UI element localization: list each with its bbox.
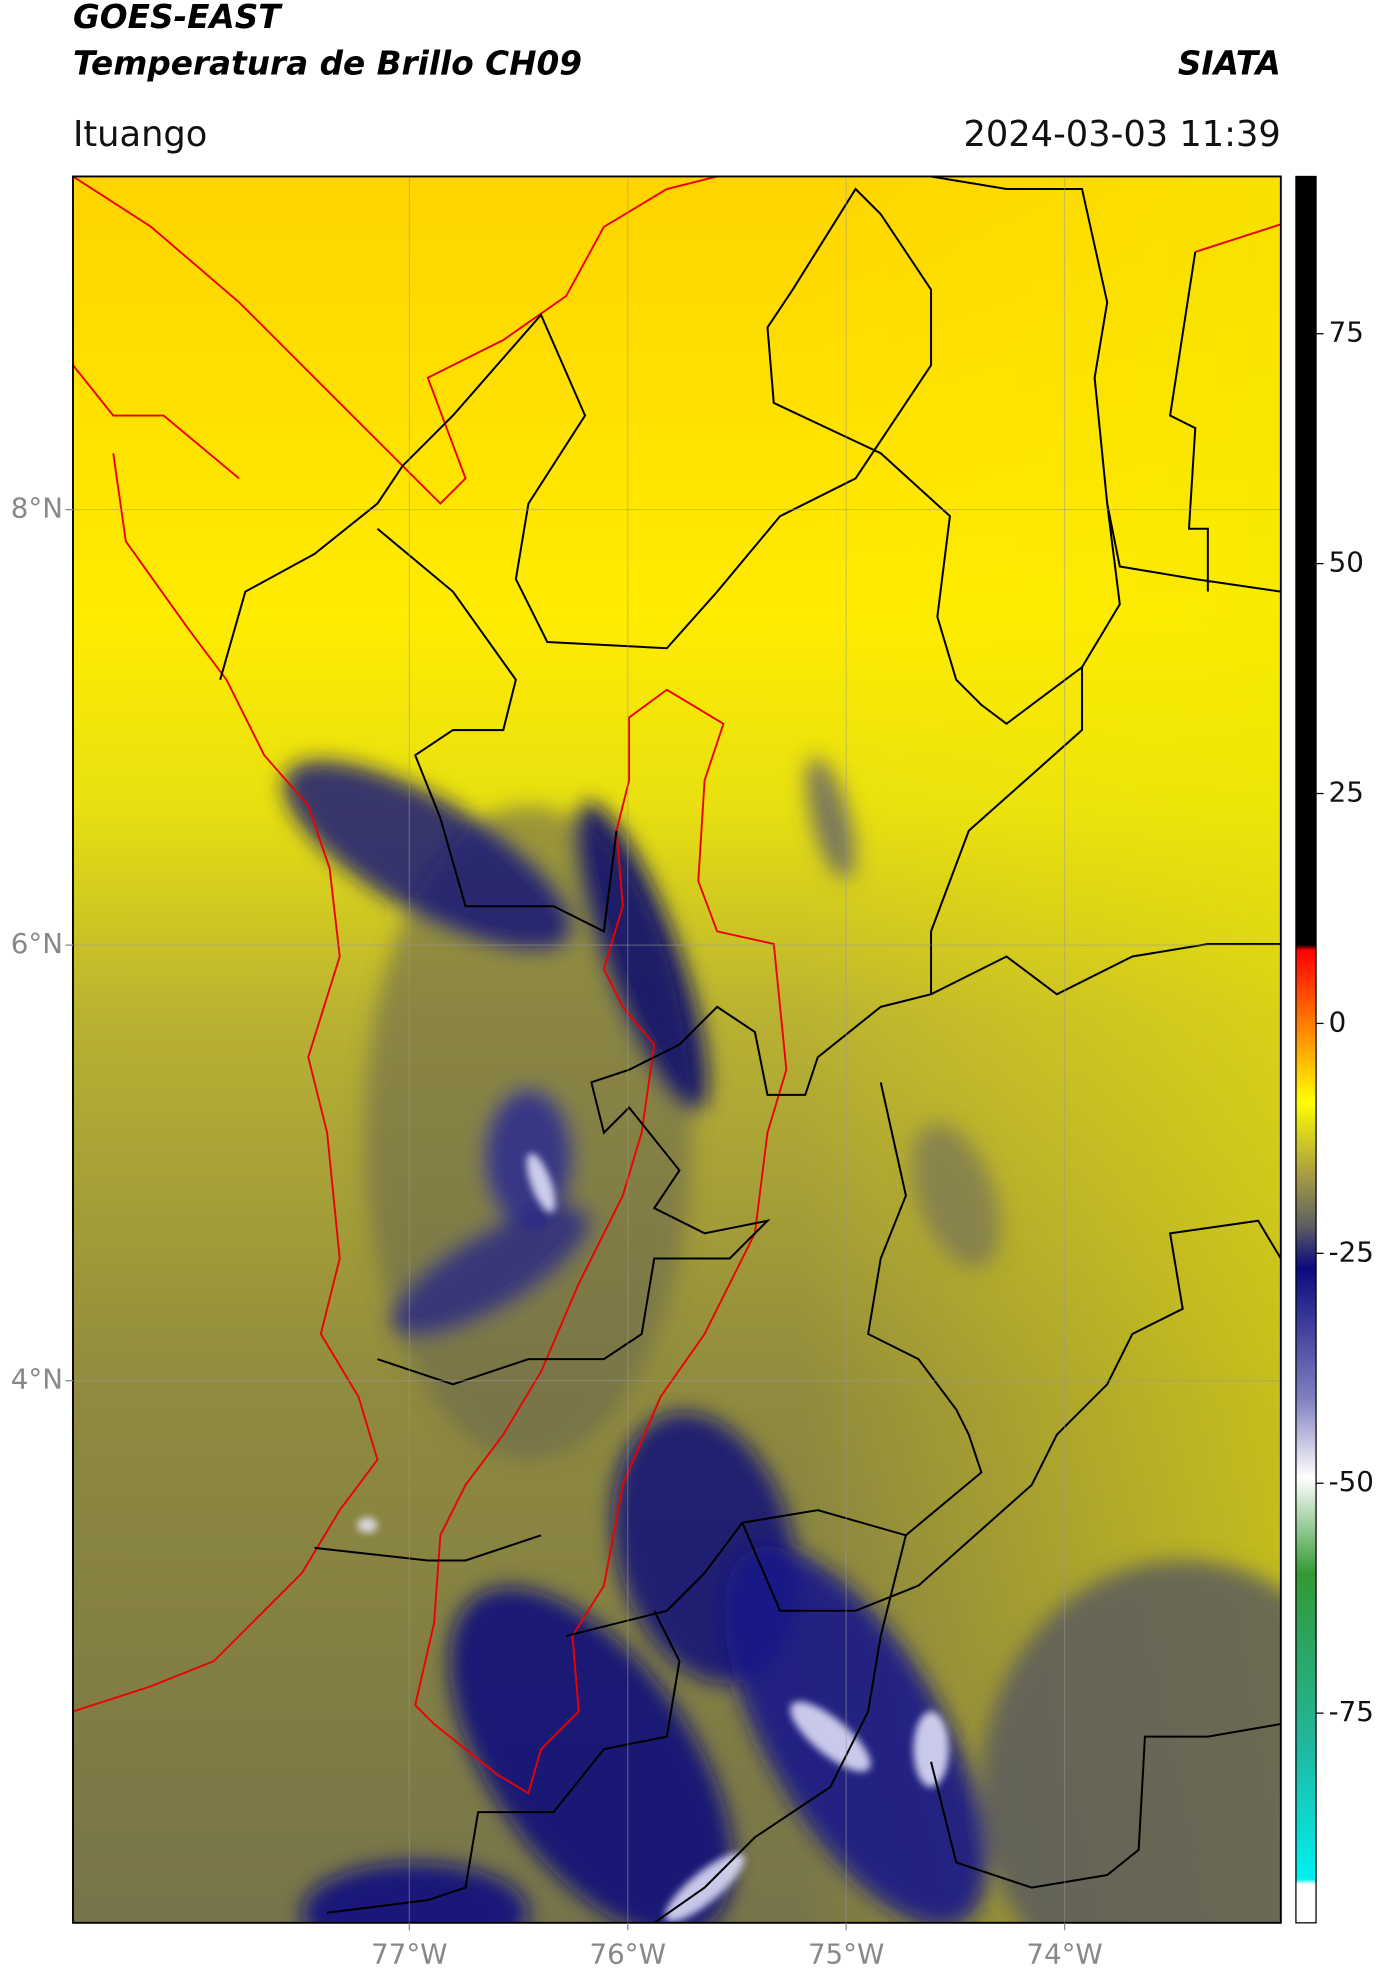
map-frame (72, 175, 1282, 1924)
grid (72, 176, 1281, 1923)
x-tick-label: 75°W (808, 1938, 884, 1971)
colorbar-tick-label: 75 (1329, 316, 1364, 349)
colorbar-tick-label: -25 (1329, 1235, 1374, 1268)
colorbar-tick-label: -75 (1329, 1695, 1374, 1728)
datetime: 2024-03-03 11:39 (963, 114, 1280, 155)
x-tick-label: 74°W (1026, 1938, 1102, 1971)
subtitle: Temperatura de Brillo CH09 (73, 45, 582, 83)
y-tick-label: 6°N (11, 927, 63, 960)
colorbar (1295, 175, 1317, 1924)
title: GOES-EAST (73, 0, 283, 36)
y-tick-label: 8°N (11, 492, 63, 525)
x-tick-label: 76°W (590, 1938, 666, 1971)
y-tick-label: 4°N (11, 1363, 63, 1396)
colorbar-tick-label: 25 (1329, 776, 1364, 809)
colorbar-tick-label: -50 (1329, 1465, 1374, 1498)
map-image (72, 176, 1281, 1923)
location: Ituango (73, 114, 207, 155)
brand: SIATA (1178, 45, 1281, 83)
x-tick-label: 77°W (371, 1938, 447, 1971)
colorbar-tick-label: 0 (1329, 1005, 1347, 1038)
colorbar-tick-label: 50 (1329, 546, 1364, 579)
